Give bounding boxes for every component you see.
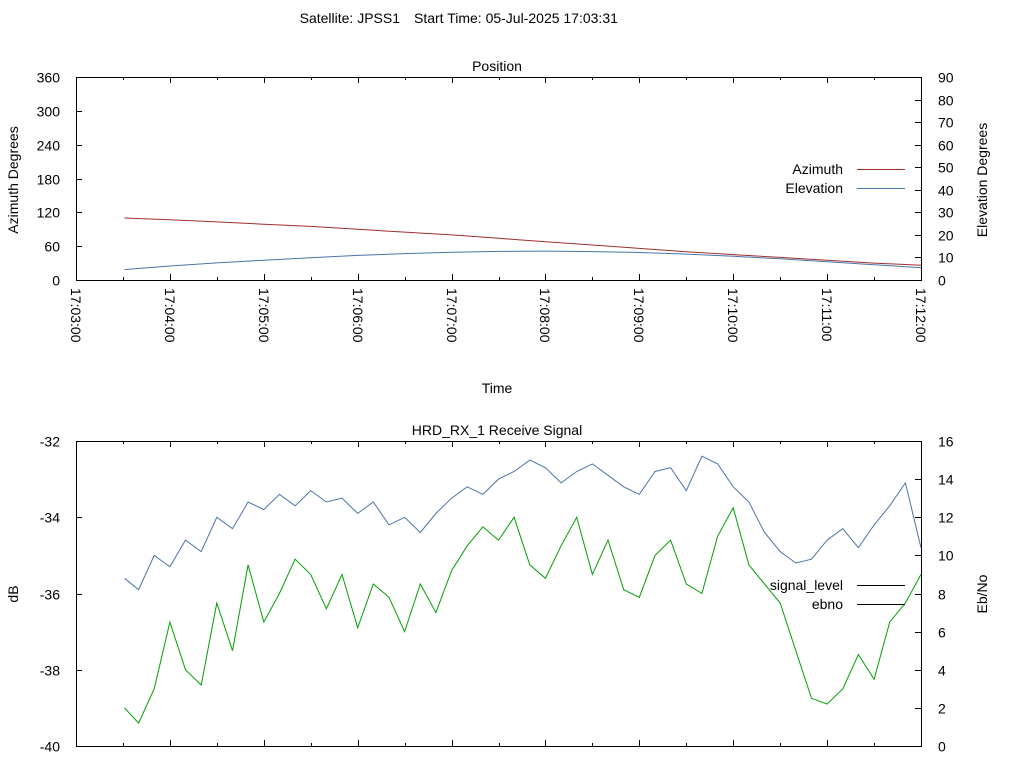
x-tick-label: 17:12:00: [913, 288, 929, 343]
x-tick-label: 17:11:00: [819, 288, 835, 342]
position-x-axis: 17:03:00 17:04:00 17:05:00 17:06:00 17:07:00…: [68, 77, 929, 343]
x-tick-label: 17:06:00: [350, 288, 366, 343]
y2-tick-label: 2: [938, 701, 946, 717]
y2-tick-label: 70: [938, 115, 954, 131]
y2-tick-label: 10: [938, 250, 954, 266]
time-axis-title: Time: [482, 380, 513, 396]
position-plot-frame: [76, 77, 922, 281]
y-tick-label: -36: [40, 587, 60, 603]
signal-right-axis: 0 2 4 6 8 10 12 14 16: [915, 434, 954, 755]
position-chart: Position 0 60 120 180 240 300 360 0 10 20 30 40 50 6…: [5, 58, 990, 396]
x-tick-label: 17:10:00: [725, 288, 741, 343]
db-axis-title: dB: [5, 585, 21, 602]
x-tick-label: 17:04:00: [162, 288, 178, 343]
signal-legend: signal_level ebno: [770, 577, 905, 612]
y-tick-label: -34: [40, 510, 60, 526]
y-tick-label: -40: [40, 739, 60, 755]
y-tick-label: -32: [40, 434, 60, 450]
y2-tick-label: 20: [938, 228, 954, 244]
legend-signal-level-label: signal_level: [770, 577, 843, 593]
signal-chart-title: HRD_RX_1 Receive Signal: [412, 422, 582, 438]
y2-tick-label: 12: [938, 510, 954, 526]
y-tick-label: 300: [37, 104, 61, 120]
legend-azimuth-label: Azimuth: [792, 161, 843, 177]
elevation-series-line: [124, 250, 922, 271]
signal-plot-frame: [76, 441, 922, 747]
y-tick-label: 240: [37, 138, 61, 154]
y2-tick-label: 90: [938, 70, 954, 86]
signal-chart: HRD_RX_1 Receive Signal -40-38-36-34-32 …: [5, 422, 990, 755]
y2-tick-label: 40: [938, 183, 954, 199]
x-tick-label: 17:07:00: [444, 288, 460, 343]
y2-tick-label: 10: [938, 548, 954, 564]
position-legend: Azimuth Elevation: [785, 161, 905, 196]
y2-tick-label: 4: [938, 663, 946, 679]
y-tick-label: -38: [40, 663, 60, 679]
y2-tick-label: 16: [938, 434, 954, 450]
y2-tick-label: 0: [938, 739, 946, 755]
azimuth-axis-title: Azimuth Degrees: [5, 126, 21, 233]
position-right-axis: 0 10 20 30 40 50 60 70 80 90: [915, 70, 954, 289]
y2-tick-label: 80: [938, 93, 954, 109]
x-tick-label: 17:09:00: [631, 288, 647, 343]
signal-left-axis: -40 -38 -36 -34 -32: [40, 434, 82, 755]
ebno-series-line: [124, 506, 922, 724]
satellite-label: Satellite: JPSS1: [300, 10, 401, 26]
y-tick-label: 360: [37, 70, 61, 86]
x-tick-label: 17:03:00: [68, 288, 84, 343]
y2-tick-label: 14: [938, 472, 954, 488]
position-left-axis: 0 60 120 180 240 300 360: [37, 70, 82, 289]
legend-elevation-label: Elevation: [785, 180, 843, 196]
y2-tick-label: 8: [938, 587, 946, 603]
legend-ebno-label: ebno: [812, 596, 843, 612]
position-chart-title: Position: [472, 58, 522, 74]
x-tick-label: 17:05:00: [256, 288, 272, 343]
ebno-axis-title: Eb/No: [974, 574, 990, 613]
azimuth-series-line: [124, 217, 922, 266]
y2-tick-label: 6: [938, 625, 946, 641]
elevation-axis-title: Elevation Degrees: [974, 123, 990, 237]
signal-x-axis: [76, 441, 922, 746]
y2-tick-label: 50: [938, 160, 954, 176]
x-tick-label: 17:08:00: [537, 288, 553, 343]
y2-tick-label: 30: [938, 205, 954, 221]
y2-tick-label: 60: [938, 138, 954, 154]
y-tick-label: 180: [37, 172, 61, 188]
y-tick-label: 0: [52, 273, 60, 289]
signal-level-series-line: [124, 455, 922, 591]
y-tick-label: 60: [44, 239, 60, 255]
y-tick-label: 120: [37, 205, 61, 221]
y2-tick-label: 0: [938, 273, 946, 289]
start-time-label: Start Time: 05-Jul-2025 17:03:31: [414, 10, 618, 26]
